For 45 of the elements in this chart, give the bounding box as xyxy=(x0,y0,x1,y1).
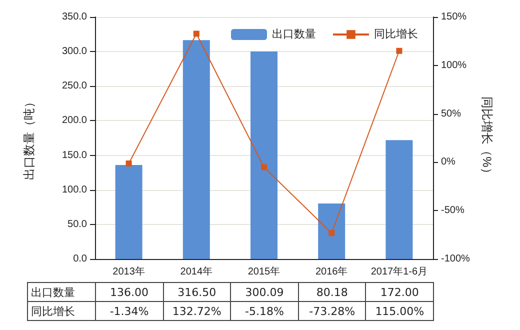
y2-tick-label: -50% xyxy=(441,205,464,216)
point xyxy=(396,48,402,54)
point xyxy=(193,30,200,37)
legend-label: 同比增长 xyxy=(374,28,418,40)
bar xyxy=(115,164,142,259)
y-tick-label: 350.0 xyxy=(62,12,88,22)
bar xyxy=(250,52,278,259)
y-tick-label: 100.0 xyxy=(62,184,88,196)
y2-axis-title: 同比增长（%） xyxy=(480,96,494,180)
data-label: 80.18 xyxy=(298,282,366,302)
y2-tick-label: -100% xyxy=(441,254,470,264)
x-tick-label: 2013年 xyxy=(112,266,145,278)
y-tick-label: 200.0 xyxy=(62,115,88,126)
data-label: -5.18% xyxy=(230,302,298,320)
y-tick-label: 250.0 xyxy=(62,80,88,92)
point xyxy=(261,164,267,170)
y2-tick-label: 50% xyxy=(441,108,462,120)
data-label: 132.72% xyxy=(163,302,231,320)
data-label: -73.28% xyxy=(298,302,366,320)
y-tick-label: 50.0 xyxy=(68,218,88,230)
point xyxy=(126,160,132,166)
y-tick-label: 0.0 xyxy=(73,254,88,264)
y-axis-title: 出口数量（吨） xyxy=(22,96,36,180)
y2-tick-label: 0% xyxy=(441,156,456,168)
y2-tick-label: 150% xyxy=(441,12,467,22)
text: 出口数量 xyxy=(31,286,75,298)
bar xyxy=(386,140,413,259)
data-label: 316.50 xyxy=(163,282,231,302)
legend-label: 出口数量 xyxy=(272,28,316,40)
data-label: 115.00% xyxy=(366,302,434,320)
data-label: 172.00 xyxy=(366,282,434,302)
bar xyxy=(182,40,210,259)
bar xyxy=(318,204,346,259)
data-label: -1.34% xyxy=(96,302,164,320)
point xyxy=(328,230,335,236)
y2-tick-label: 100% xyxy=(441,60,467,71)
data-label: 300.09 xyxy=(230,282,298,302)
text: 同比增长 xyxy=(31,304,75,318)
x-tick-label: 2015年 xyxy=(248,266,280,278)
x-tick-label: 2016年 xyxy=(315,266,348,278)
y-tick-label: 150.0 xyxy=(62,150,88,161)
y-tick-label: 300.0 xyxy=(62,46,88,58)
x-tick-label: 2014年 xyxy=(180,266,213,278)
data-label: 136.00 xyxy=(96,282,164,302)
x-tick-label: 2017年1-6月 xyxy=(370,266,428,278)
